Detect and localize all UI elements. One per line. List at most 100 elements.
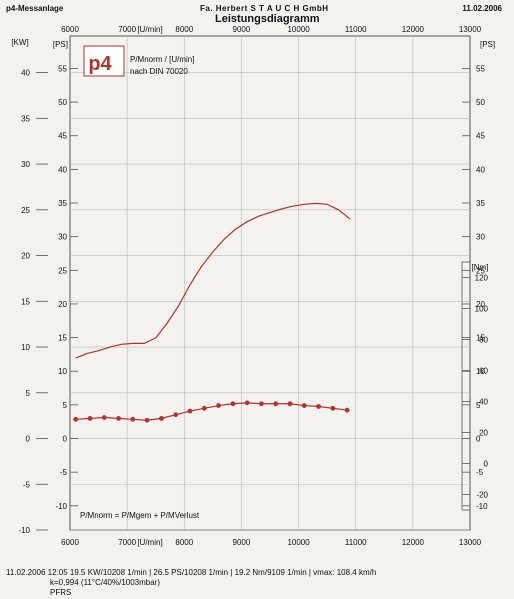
series-point [116, 415, 121, 421]
series-point [230, 401, 236, 407]
ps-left-tick-label: 20 [58, 300, 67, 309]
ps-right-tick-label: 40 [476, 165, 485, 174]
ps-right-tick-label: 20 [476, 300, 485, 309]
x-tick-label-top: 6000 [61, 25, 79, 34]
series-point [273, 401, 279, 407]
ps-right-tick-label: 55 [476, 64, 485, 73]
series-point [144, 417, 150, 423]
x-tick-label: 10000 [287, 538, 310, 547]
x-axis-label-top: [U/min] [137, 25, 162, 34]
header-left-text: p4-Messanlage [6, 4, 64, 13]
ps-right-tick-label: 25 [476, 266, 485, 275]
kw-tick-label: 35 [21, 114, 30, 123]
x-tick-label: 11000 [345, 538, 367, 547]
kw-tick-label: 0 [26, 435, 31, 444]
ps-right-tick-label: 15 [476, 334, 485, 343]
ps-left-tick-label: 30 [58, 233, 67, 242]
kw-tick-label: -5 [23, 480, 31, 489]
formula-text: P/Mnorm = P/Mgem + P/MVerlust [80, 511, 200, 520]
plot-frame [69, 35, 471, 531]
kw-tick-label: -10 [18, 526, 30, 535]
footer-conditions: k=0,994 (11°C/40%/1003mbar) [50, 578, 161, 587]
ps-right-tick-label: 0 [476, 435, 481, 444]
ps-left-tick-label: 5 [63, 401, 68, 410]
ps-left-tick-label: 45 [58, 132, 67, 141]
header-date: 11.02.2006 [462, 4, 502, 13]
nm-tick-label: 0 [484, 460, 489, 469]
x-tick-label: 6000 [61, 538, 79, 547]
ps-left-tick-label: 50 [58, 98, 67, 107]
kw-tick-label: 10 [21, 343, 30, 352]
x-tick-label-top: 7000 [118, 25, 136, 34]
x-tick-label: 9000 [233, 538, 251, 547]
chart-title: Leistungsdiagramm [215, 13, 320, 25]
nm-tick-label: -20 [476, 491, 488, 500]
nm-axis-label: [Nm] [472, 263, 489, 272]
ps-left-tick-label: 35 [58, 199, 67, 208]
ps-left-tick-label: 15 [58, 334, 67, 343]
ps-left-tick-label: -10 [55, 502, 67, 511]
kw-tick-label: 30 [21, 160, 30, 169]
ps-right-tick-label: -5 [476, 468, 484, 477]
footer-note: PFRS [50, 588, 72, 597]
kw-tick-label: 15 [21, 297, 30, 306]
brand-logo-box [83, 45, 125, 77]
x-tick-label-top: 8000 [175, 25, 193, 34]
x-tick-label-top: 11000 [345, 25, 367, 34]
ps-right-tick-label: 35 [476, 199, 485, 208]
x-tick-label-top: 12000 [402, 25, 425, 34]
series-point [130, 416, 136, 422]
kw-axis-label: [KW] [11, 38, 28, 47]
series-point [216, 403, 221, 408]
ps-left-tick-label: 0 [63, 435, 68, 444]
series-point [244, 400, 250, 406]
brand-logo-text: p4 [88, 53, 112, 75]
ps-right-tick-label: 10 [476, 367, 485, 376]
ps-left-tick-label: -5 [60, 468, 68, 477]
series-point [330, 405, 336, 411]
x-tick-label-top: 13000 [459, 25, 482, 34]
series-point [101, 415, 107, 420]
series-point [187, 408, 193, 414]
ps-left-tick-label: 40 [58, 165, 67, 174]
nm-tick-label: 100 [475, 305, 489, 314]
nm-tick-label: 20 [479, 429, 488, 438]
nm-tick-label: 40 [479, 398, 488, 407]
x-tick-label-top: 9000 [233, 25, 251, 34]
series-point [73, 416, 79, 422]
series-point [87, 415, 93, 421]
ps-left-tick-label: 25 [58, 266, 67, 275]
x-tick-label-top: 10000 [287, 25, 310, 34]
x-tick-label: 12000 [402, 538, 425, 547]
ps-right-axis-label: [PS] [480, 40, 495, 49]
kw-tick-label: 5 [26, 389, 31, 398]
nm-tick-label: 120 [475, 274, 489, 283]
legend-line-1: P/Mnorm / [U/min] [130, 55, 194, 64]
x-axis-label: [U/min] [137, 538, 162, 547]
ps-left-axis-label: [PS] [53, 40, 68, 49]
ps-right-tick-label: 5 [476, 401, 481, 410]
x-tick-label: 8000 [175, 538, 193, 547]
series-point [159, 415, 164, 421]
legend-line-2: nach DIN 70020 [130, 67, 188, 76]
kw-tick-label: 20 [21, 252, 30, 261]
series-point [344, 407, 350, 413]
kw-tick-label: 25 [21, 206, 30, 215]
x-tick-label: 13000 [459, 538, 482, 547]
header-company: Fa. Herbert S T A U C H GmbH [200, 4, 329, 13]
series-point [316, 404, 321, 409]
series-point [173, 412, 179, 418]
ps-left-tick-label: 55 [58, 64, 67, 73]
series-point [301, 403, 307, 408]
nm-tick-label: 80 [479, 336, 488, 345]
ps-right-tick-label: 45 [476, 132, 485, 141]
series-line-0 [75, 202, 351, 359]
series-point [201, 405, 207, 411]
ps-right-tick-label: 50 [476, 98, 485, 107]
kw-tick-label: 40 [21, 69, 30, 78]
series-point [259, 401, 264, 407]
x-tick-label: 7000 [118, 538, 136, 547]
footer-summary: 11.02.2006 12:05 19.5 KW/10208 1/min | 2… [6, 568, 377, 577]
nm-tick-label: 60 [479, 367, 488, 376]
